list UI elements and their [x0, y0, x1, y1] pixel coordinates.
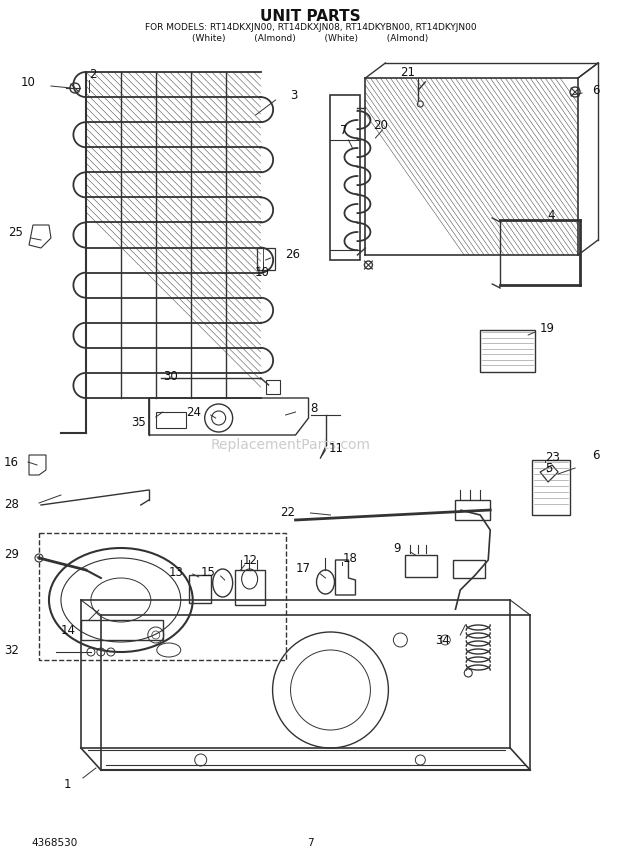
Text: 12: 12	[243, 554, 258, 567]
Bar	[453, 560, 485, 578]
Bar	[405, 555, 437, 577]
Text: 14: 14	[61, 623, 76, 637]
Bar	[265, 380, 280, 394]
Text: 30: 30	[163, 370, 177, 383]
Bar	[188, 575, 211, 603]
Text: 25: 25	[8, 225, 23, 239]
Text: 23: 23	[545, 450, 560, 463]
Text: 13: 13	[169, 566, 184, 579]
Text: 21: 21	[401, 66, 415, 79]
Text: 3: 3	[291, 88, 298, 102]
Text: 32: 32	[4, 644, 19, 657]
Text: 16: 16	[4, 455, 19, 468]
Text: 17: 17	[296, 562, 311, 574]
Text: 19: 19	[540, 322, 555, 335]
Text: 10: 10	[255, 265, 270, 278]
Text: 6: 6	[592, 449, 600, 461]
Text: 6: 6	[592, 84, 600, 97]
Text: 2: 2	[89, 68, 96, 80]
Text: 15: 15	[201, 566, 216, 579]
Text: ReplacementParts.com: ReplacementParts.com	[211, 438, 371, 452]
Text: 9: 9	[393, 542, 401, 555]
Bar	[234, 570, 265, 605]
Text: 4368530: 4368530	[31, 838, 78, 848]
Text: 28: 28	[4, 497, 19, 510]
Text: 24: 24	[186, 406, 201, 419]
Text: 35: 35	[131, 415, 146, 429]
Text: 22: 22	[281, 506, 296, 519]
Text: 11: 11	[329, 442, 343, 455]
Text: 18: 18	[342, 551, 357, 564]
Text: 20: 20	[373, 118, 388, 132]
Text: (White)          (Almond)          (White)          (Almond): (White) (Almond) (White) (Almond)	[192, 33, 428, 43]
Bar	[455, 500, 490, 520]
Text: 8: 8	[311, 401, 318, 414]
Text: 7: 7	[340, 123, 348, 136]
Text: 5: 5	[545, 461, 552, 474]
Text: 26: 26	[286, 247, 301, 260]
Text: 29: 29	[4, 549, 19, 562]
Bar	[480, 330, 535, 372]
Text: 4: 4	[547, 209, 555, 222]
Text: 10: 10	[21, 75, 36, 88]
Bar	[532, 460, 570, 515]
Text: 1: 1	[63, 778, 71, 792]
Text: FOR MODELS: RT14DKXJN00, RT14DKXJN08, RT14DKYBN00, RT14DKYJN00: FOR MODELS: RT14DKXJN00, RT14DKXJN08, RT…	[144, 22, 476, 32]
Text: 7: 7	[308, 838, 314, 848]
Text: UNIT PARTS: UNIT PARTS	[260, 9, 361, 23]
Text: 34: 34	[435, 633, 450, 646]
Bar	[156, 412, 186, 428]
